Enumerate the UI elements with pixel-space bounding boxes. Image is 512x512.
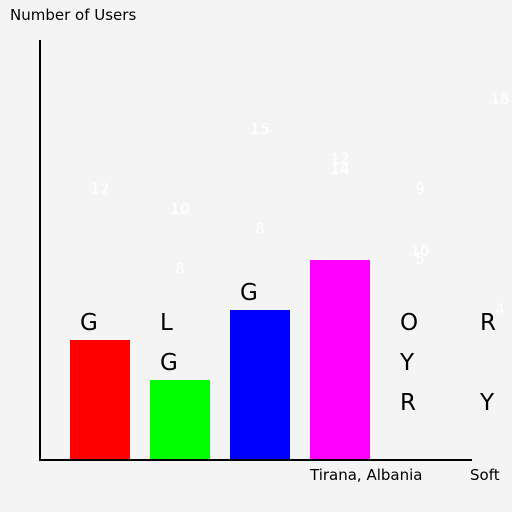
faint-label-1: 10 [170, 200, 189, 218]
faint-label-5: 12 [330, 150, 349, 168]
bar-letter-8: Y [479, 390, 495, 416]
faint-label-0: 12 [90, 180, 109, 198]
faint-label-10: 18 [490, 90, 509, 108]
faint-label-3: 15 [250, 120, 269, 138]
category-label-0: Tirana, Albania [309, 466, 422, 484]
faint-label-6: 14 [330, 160, 349, 178]
bar-1 [150, 380, 210, 460]
faint-label-11: 4 [495, 300, 505, 318]
faint-label-4: 8 [255, 220, 265, 238]
bar-letter-2: G [160, 350, 178, 376]
bar-letter-7: R [480, 310, 496, 336]
bar-2 [230, 310, 290, 460]
faint-label-8: 10 [410, 242, 429, 260]
faint-label-2: 8 [175, 260, 185, 278]
bars [70, 260, 370, 460]
faint-label-7: 9 [415, 180, 425, 198]
category-labels: Tirana, Albania Soft [309, 466, 500, 484]
bar-letter-6: R [400, 390, 416, 416]
bar-0 [70, 340, 130, 460]
bar-letter-4: O [400, 310, 418, 336]
bar-letter-1: L [160, 310, 173, 336]
faint-label-9: 5 [415, 250, 425, 268]
bar-3 [310, 260, 370, 460]
y-axis-title: Number of Users [10, 6, 136, 24]
bar-letter-3: G [240, 280, 258, 306]
category-label-1: Soft [470, 466, 500, 484]
bar-letter-0: G [80, 310, 98, 336]
bar-letter-5: Y [399, 350, 415, 376]
